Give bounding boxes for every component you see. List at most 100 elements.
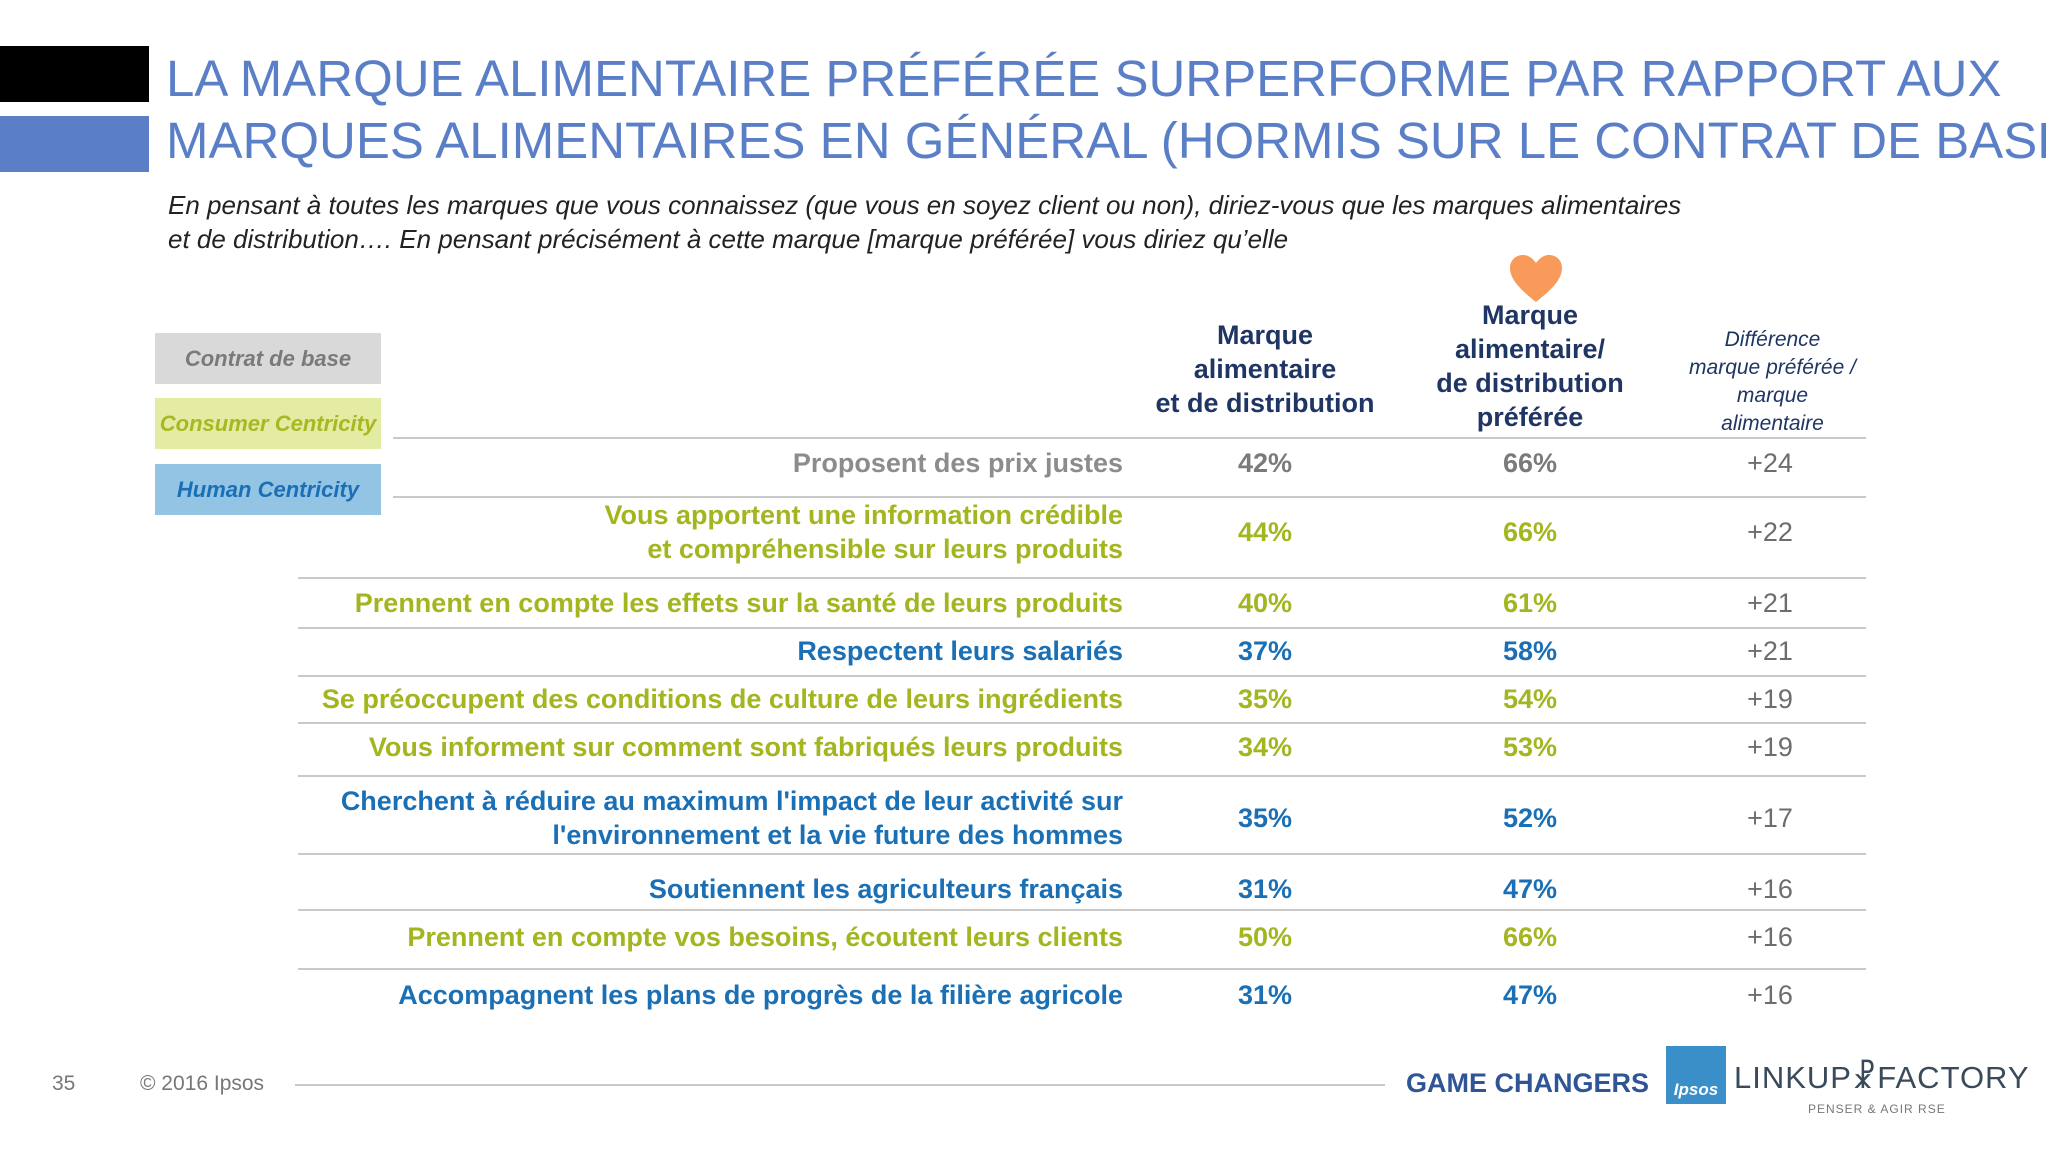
value-marque-alimentaire: 42% bbox=[1237, 448, 1293, 478]
row-divider bbox=[298, 627, 1866, 629]
value-difference: +19 bbox=[1747, 684, 1793, 714]
value-difference: +16 bbox=[1747, 874, 1793, 904]
value-marque-preferee: 66% bbox=[1502, 448, 1558, 478]
row-label: Prennent en compte vos besoins, écoutent… bbox=[407, 920, 1123, 954]
row-label-line: et compréhensible sur leurs produits bbox=[647, 534, 1123, 564]
row-divider bbox=[298, 775, 1866, 777]
column-header-line: alimentaire bbox=[1193, 354, 1337, 384]
column-header-line: alimentaire bbox=[1721, 412, 1824, 435]
row-divider bbox=[298, 968, 1866, 970]
row-label-line: Se préoccupent des conditions de culture… bbox=[321, 684, 1123, 714]
row-label-line: Vous apportent une information crédible bbox=[604, 500, 1123, 530]
question-line-1: En pensant à toutes les marques que vous… bbox=[168, 190, 1682, 220]
row-label: Prennent en compte les effets sur la san… bbox=[355, 586, 1123, 620]
table-row: Proposent des prix justes 42% 66% +24 bbox=[0, 446, 2048, 480]
value-difference: +16 bbox=[1747, 922, 1793, 952]
value-marque-alimentaire: 50% bbox=[1237, 922, 1293, 952]
table-row: Vous informent sur comment sont fabriqué… bbox=[0, 730, 2048, 764]
table-row: Respectent leurs salariés 37% 58% +21 bbox=[0, 634, 2048, 668]
row-label-line: Prennent en compte vos besoins, écoutent… bbox=[407, 922, 1123, 952]
figure-icon: ☧ bbox=[1851, 1060, 1878, 1095]
column-header-line: alimentaire/ bbox=[1454, 334, 1606, 364]
row-divider bbox=[393, 496, 1866, 498]
column-header-marque-alimentaire: Marque alimentaire et de distribution bbox=[1130, 318, 1400, 420]
table-row: Accompagnent les plans de progrès de la … bbox=[0, 978, 2048, 1012]
value-difference: +21 bbox=[1747, 588, 1793, 618]
legend-contrat-de-base: Contrat de base bbox=[155, 333, 381, 384]
column-header-line: de distribution bbox=[1436, 368, 1624, 398]
table-row: Se préoccupent des conditions de culture… bbox=[0, 682, 2048, 716]
row-divider bbox=[298, 853, 1866, 855]
linkup-text: LINKUP bbox=[1734, 1060, 1852, 1095]
value-marque-alimentaire: 44% bbox=[1237, 517, 1293, 547]
row-label: Soutiennent les agriculteurs français bbox=[649, 872, 1123, 906]
column-header-line: marque bbox=[1736, 384, 1809, 407]
factory-text: FACTORY bbox=[1877, 1060, 2030, 1095]
value-marque-preferee: 47% bbox=[1502, 980, 1558, 1010]
row-label-line: Cherchent à réduire au maximum l'impact … bbox=[340, 786, 1123, 816]
title-accent-black bbox=[0, 46, 149, 102]
column-header-line: et de distribution bbox=[1155, 388, 1375, 418]
table-row: Prennent en compte vos besoins, écoutent… bbox=[0, 920, 2048, 954]
value-marque-alimentaire: 35% bbox=[1237, 803, 1293, 833]
linkup-tagline: PENSER & AGIR RSE bbox=[1808, 1102, 1946, 1116]
linkup-factory-logo: LINKUP☧FACTORY bbox=[1734, 1060, 2030, 1096]
row-label: Vous informent sur comment sont fabriqué… bbox=[369, 730, 1123, 764]
column-header-line: marque préférée / bbox=[1689, 356, 1856, 379]
row-label: Respectent leurs salariés bbox=[797, 634, 1123, 668]
value-marque-alimentaire: 31% bbox=[1237, 874, 1293, 904]
title-line-2: MARQUES ALIMENTAIRES EN GÉNÉRAL (HORMIS … bbox=[166, 112, 2046, 169]
value-marque-preferee: 58% bbox=[1502, 636, 1558, 666]
page-title: LA MARQUE ALIMENTAIRE PRÉFÉRÉE SURPERFOR… bbox=[166, 48, 2046, 172]
value-marque-alimentaire: 40% bbox=[1237, 588, 1293, 618]
row-label: Cherchent à réduire au maximum l'impact … bbox=[341, 784, 1123, 852]
value-marque-preferee: 54% bbox=[1502, 684, 1558, 714]
column-header-line: Différence bbox=[1724, 328, 1821, 351]
value-difference: +24 bbox=[1747, 448, 1793, 478]
row-label-line: Respectent leurs salariés bbox=[797, 636, 1123, 666]
column-header-line: Marque bbox=[1481, 300, 1579, 330]
value-marque-preferee: 53% bbox=[1502, 732, 1558, 762]
row-label: Proposent des prix justes bbox=[793, 446, 1123, 480]
value-marque-preferee: 52% bbox=[1502, 803, 1558, 833]
value-marque-alimentaire: 34% bbox=[1237, 732, 1293, 762]
heart-icon bbox=[1510, 255, 1562, 302]
value-marque-preferee: 66% bbox=[1502, 517, 1558, 547]
value-marque-preferee: 47% bbox=[1502, 874, 1558, 904]
legend-consumer-centricity: Consumer Centricity bbox=[155, 398, 381, 449]
title-line-1: LA MARQUE ALIMENTAIRE PRÉFÉRÉE SURPERFOR… bbox=[166, 50, 2002, 107]
value-difference: +16 bbox=[1747, 980, 1793, 1010]
footer-divider bbox=[295, 1084, 1385, 1086]
table-row: Vous apportent une information crédible e… bbox=[0, 498, 2048, 566]
row-divider bbox=[393, 437, 1866, 439]
question-text: En pensant à toutes les marques que vous… bbox=[168, 188, 1968, 256]
value-marque-preferee: 66% bbox=[1502, 922, 1558, 952]
row-divider bbox=[298, 909, 1866, 911]
question-line-2: et de distribution…. En pensant précisém… bbox=[168, 224, 1289, 254]
page-number: 35 bbox=[52, 1072, 76, 1095]
column-header-marque-preferee: Marque alimentaire/ de distribution préf… bbox=[1400, 298, 1660, 434]
ipsos-logo-text: Ipsos bbox=[1673, 1080, 1719, 1099]
value-marque-alimentaire: 31% bbox=[1237, 980, 1293, 1010]
row-label-line: l'environnement et la vie future des hom… bbox=[552, 820, 1123, 850]
value-difference: +22 bbox=[1747, 517, 1793, 547]
row-label-line: Prennent en compte les effets sur la san… bbox=[354, 588, 1123, 618]
row-divider bbox=[298, 577, 1866, 579]
value-difference: +19 bbox=[1747, 732, 1793, 762]
table-row: Soutiennent les agriculteurs français 31%… bbox=[0, 872, 2048, 906]
value-marque-alimentaire: 35% bbox=[1237, 684, 1293, 714]
row-label-line: Accompagnent les plans de progrès de la … bbox=[398, 980, 1123, 1010]
value-difference: +21 bbox=[1747, 636, 1793, 666]
column-header-line: préférée bbox=[1476, 402, 1584, 432]
column-header-difference: Différence marque préférée / marque alim… bbox=[1665, 326, 1880, 438]
table-row: Cherchent à réduire au maximum l'impact … bbox=[0, 784, 2048, 852]
title-accent-blue bbox=[0, 116, 149, 172]
column-header-line: Marque bbox=[1216, 320, 1314, 350]
value-difference: +17 bbox=[1747, 803, 1793, 833]
legend-human-centricity: Human Centricity bbox=[155, 464, 381, 515]
row-label: Se préoccupent des conditions de culture… bbox=[322, 682, 1123, 716]
value-marque-alimentaire: 37% bbox=[1237, 636, 1293, 666]
row-label-line: Proposent des prix justes bbox=[792, 448, 1123, 478]
row-label: Accompagnent les plans de progrès de la … bbox=[398, 978, 1123, 1012]
row-label-line: Vous informent sur comment sont fabriqué… bbox=[368, 732, 1123, 762]
